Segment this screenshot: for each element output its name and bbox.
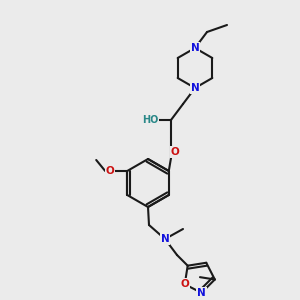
Text: N: N bbox=[197, 288, 206, 298]
Text: O: O bbox=[171, 147, 179, 157]
Text: N: N bbox=[190, 83, 200, 93]
Text: O: O bbox=[106, 166, 115, 176]
Text: O: O bbox=[171, 147, 179, 157]
Text: N: N bbox=[160, 234, 169, 244]
Text: HO: HO bbox=[142, 115, 158, 125]
Text: O: O bbox=[180, 279, 189, 289]
Text: N: N bbox=[190, 43, 200, 53]
